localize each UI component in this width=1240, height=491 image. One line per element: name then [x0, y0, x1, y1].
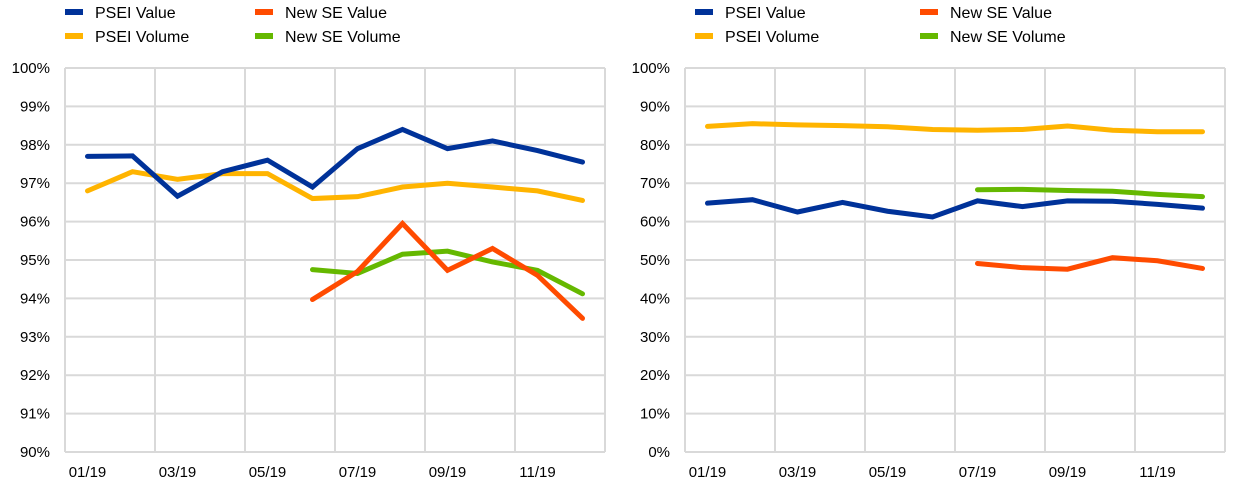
legend-label: New SE Volume	[950, 29, 1066, 46]
x-tick-label: 01/19	[69, 464, 107, 481]
y-tick-label: 50%	[640, 252, 670, 269]
legend-swatch	[695, 9, 713, 15]
series-line	[705, 121, 1205, 135]
legend-swatch	[65, 9, 83, 15]
legend: PSEI Value New SE Value PSEI Volume New SE …	[695, 5, 1066, 46]
series-psei-value	[85, 126, 585, 200]
y-tick-label: 100%	[12, 60, 50, 77]
y-tick-label: 70%	[640, 175, 670, 192]
y-tick-label: 80%	[640, 137, 670, 154]
x-tick-label: 07/19	[959, 464, 997, 481]
y-tick-label: 100%	[632, 60, 670, 77]
y-tick-label: 93%	[20, 329, 50, 346]
legend-label: New SE Volume	[285, 29, 401, 46]
series-psei-value	[705, 197, 1205, 220]
series-new-se-value	[310, 219, 585, 321]
x-tick-label: 01/19	[689, 464, 727, 481]
x-tick-label: 05/19	[869, 464, 907, 481]
legend: PSEI Value New SE Value PSEI Volume New SE …	[65, 5, 401, 46]
legend-label: PSEI Volume	[95, 29, 189, 46]
x-tick-label: 03/19	[159, 464, 197, 481]
y-tick-label: 95%	[20, 252, 50, 269]
series-line	[975, 186, 1205, 200]
y-tick-label: 30%	[640, 329, 670, 346]
series-line	[85, 169, 585, 203]
y-tick-label: 40%	[640, 290, 670, 307]
y-tick-label: 92%	[20, 367, 50, 384]
y-tick-label: 97%	[20, 175, 50, 192]
legend-swatch	[920, 33, 938, 39]
x-tick-label: 09/19	[429, 464, 467, 481]
legend-swatch	[65, 33, 83, 39]
y-tick-label: 20%	[640, 367, 670, 384]
x-tick-label: 07/19	[339, 464, 377, 481]
legend-label: New SE Value	[285, 5, 387, 22]
y-tick-label: 91%	[20, 406, 50, 423]
y-tick-label: 98%	[20, 137, 50, 154]
legend-label: PSEI Volume	[725, 29, 819, 46]
series-new-se-value	[975, 255, 1205, 272]
series-psei-volume	[705, 121, 1205, 135]
x-tick-label: 11/19	[519, 464, 555, 481]
legend-label: New SE Value	[950, 5, 1052, 22]
y-tick-label: 0%	[648, 444, 670, 461]
y-tick-label: 96%	[20, 214, 50, 231]
y-tick-label: 10%	[640, 406, 670, 423]
legend-label: PSEI Value	[95, 5, 176, 22]
legend-label: PSEI Value	[725, 5, 806, 22]
x-tick-label: 03/19	[779, 464, 817, 481]
legend-swatch	[920, 9, 938, 15]
y-tick-label: 90%	[20, 444, 50, 461]
y-tick-label: 94%	[20, 290, 50, 307]
legend-swatch	[255, 33, 273, 39]
y-tick-label: 60%	[640, 214, 670, 231]
series-line	[705, 197, 1205, 220]
chart-panel-2: 100% 90% 80% 70% 60% 50% 40% 30% 20% 10% 0% 01/19 03…	[632, 5, 1226, 481]
series-line	[85, 126, 585, 200]
y-tick-label: 90%	[640, 98, 670, 115]
x-tick-label: 09/19	[1049, 464, 1087, 481]
series-line	[975, 255, 1205, 272]
x-tick-label: 05/19	[249, 464, 287, 481]
series-new-se-volume	[975, 186, 1205, 200]
legend-swatch	[255, 9, 273, 15]
y-tick-label: 99%	[20, 98, 50, 115]
chart-panel-1: 100% 99% 98% 97% 96% 95% 94% 93% 92% 91% 90% 01/19 0…	[12, 5, 606, 481]
x-tick-label: 11/19	[1139, 464, 1175, 481]
legend-swatch	[695, 33, 713, 39]
